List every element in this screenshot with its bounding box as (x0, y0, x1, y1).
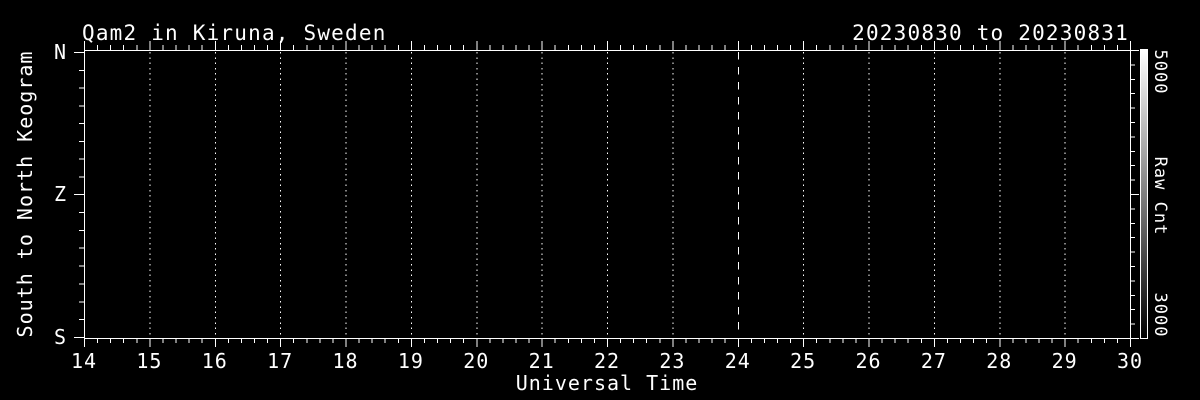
x-tick-label: 29 (1051, 349, 1078, 373)
y-tick-label: S (53, 325, 66, 349)
x-tick-label: 22 (593, 349, 621, 373)
plot-frame (84, 50, 1131, 339)
x-tick-label: 18 (332, 349, 359, 373)
chart-title: Qam2 in Kiruna, Sweden (82, 21, 387, 45)
x-tick-label: 14 (70, 349, 98, 373)
x-tick-label: 23 (659, 349, 686, 373)
x-axis-label: Universal Time (515, 371, 699, 395)
x-tick-label: 17 (267, 349, 294, 373)
x-tick-label: 27 (920, 349, 947, 373)
x-tick-label: 25 (790, 349, 817, 373)
x-tick-label: 26 (855, 349, 882, 373)
date-range-label: 20230830 to 20230831 (852, 21, 1129, 45)
x-tick-label: 16 (201, 349, 228, 373)
x-tick-label: 19 (397, 349, 424, 373)
x-tick-label: 30 (1116, 349, 1144, 373)
x-tick-label: 20 (463, 349, 490, 373)
x-tick-label: 21 (528, 349, 555, 373)
colorbar-max-label: 5000 (1150, 49, 1170, 95)
x-tick-label: 24 (724, 349, 751, 373)
colorbar-min-label: 3000 (1150, 292, 1170, 338)
colorbar-title: Raw Cnt (1150, 156, 1170, 236)
y-tick-label: N (53, 40, 66, 64)
x-tick-label: 28 (986, 349, 1013, 373)
y-tick-label: Z (53, 182, 66, 206)
colorbar-gradient (1140, 49, 1148, 339)
x-tick-label: 15 (136, 349, 163, 373)
